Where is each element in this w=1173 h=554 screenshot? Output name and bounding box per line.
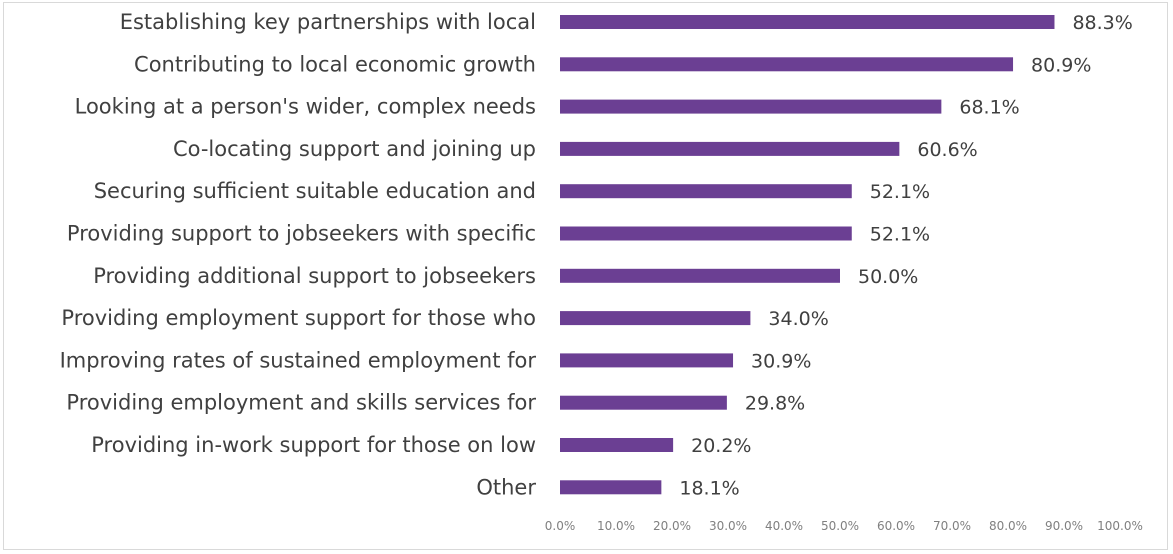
value-label: 52.1% [870, 181, 930, 203]
x-tick-label: 80.0% [989, 519, 1027, 533]
bar [560, 353, 734, 368]
category-label: Providing employment support for those w… [61, 306, 536, 330]
value-label: 18.1% [679, 477, 739, 499]
value-label: 52.1% [870, 224, 930, 246]
bar [560, 184, 852, 199]
bar [560, 99, 942, 114]
bar [560, 226, 852, 241]
x-tick-label: 70.0% [933, 519, 971, 533]
value-labels: 88.3% 80.9% 68.1% 60.6% 52.1% 52.1% 50.0% 34.0%… [679, 12, 1132, 499]
category-label: Looking at a person's wider, complex nee… [75, 95, 536, 119]
bars-layer [560, 15, 1055, 495]
value-label: 80.9% [1031, 54, 1091, 76]
category-label: Other [476, 475, 536, 499]
category-labels: Establishing key partnerships with local… [60, 10, 537, 499]
x-tick-label: 20.0% [653, 519, 691, 533]
category-label: Establishing key partnerships with local [120, 10, 536, 34]
category-label: Securing sufficient suitable education a… [94, 179, 536, 203]
x-axis-ticks: 0.0% 10.0% 20.0% 30.0% 40.0% 50.0% 60.0% 70.0% 8… [545, 519, 1143, 533]
value-label: 88.3% [1072, 12, 1132, 34]
category-label: Improving rates of sustained employment … [60, 348, 537, 372]
category-label: Providing in-work support for those on l… [91, 433, 536, 457]
x-tick-label: 90.0% [1045, 519, 1083, 533]
category-label: Providing employment and skills services… [66, 391, 536, 415]
bar [560, 57, 1014, 72]
value-label: 50.0% [858, 266, 918, 288]
category-label: Contributing to local economic growth [134, 52, 536, 76]
bar [560, 15, 1055, 29]
x-tick-label: 40.0% [765, 519, 803, 533]
bar [560, 311, 751, 326]
x-tick-label: 0.0% [545, 519, 576, 533]
category-label: Providing additional support to jobseeke… [93, 264, 536, 288]
value-label: 68.1% [959, 97, 1019, 119]
bar [560, 141, 900, 156]
value-label: 30.9% [751, 350, 811, 372]
x-tick-label: 30.0% [709, 519, 747, 533]
value-label: 20.2% [691, 435, 751, 457]
x-tick-label: 50.0% [821, 519, 859, 533]
x-tick-label: 60.0% [877, 519, 915, 533]
x-tick-label: 100.0% [1097, 519, 1143, 533]
x-tick-label: 10.0% [597, 519, 635, 533]
value-label: 29.8% [745, 393, 805, 415]
bar [560, 268, 840, 283]
bar [560, 438, 674, 452]
bar [560, 395, 727, 410]
bar [560, 480, 662, 495]
value-label: 60.6% [917, 139, 977, 161]
category-label: Providing support to jobseekers with spe… [67, 222, 536, 246]
value-label: 34.0% [768, 308, 828, 330]
category-label: Co-locating support and joining up [173, 137, 536, 161]
